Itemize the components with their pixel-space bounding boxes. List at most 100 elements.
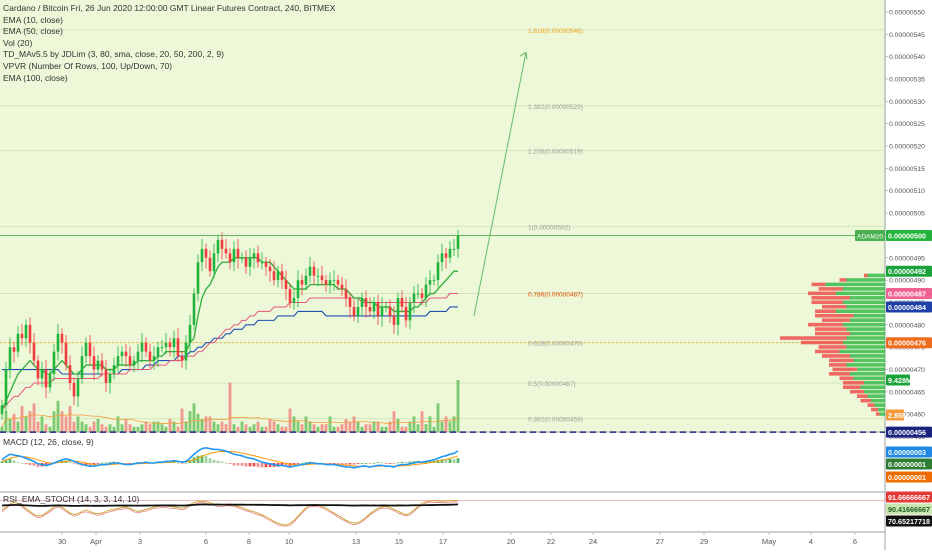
adam20-price-badge-text: 0.00000500: [888, 231, 926, 240]
vpvr-bar-down: [867, 403, 875, 407]
rsi-pane-label[interactable]: RSI_EMA_STOCH (14, 3, 3, 14, 10): [3, 494, 140, 504]
macd-histogram-bar: [92, 463, 96, 465]
legend-study-vpvr[interactable]: VPVR (Number Of Rows, 100, Up/Down, 70): [3, 60, 173, 71]
ema100-price-badge[interactable]: 0.00000484: [886, 301, 932, 313]
ema50-price-badge[interactable]: 0.00000487: [886, 288, 932, 300]
macd-histogram-bar: [344, 463, 348, 465]
candle-body: [356, 306, 360, 316]
macd-line: [1, 446, 459, 469]
volume-bar: [356, 421, 360, 432]
macd-line-badge[interactable]: 0.00000001: [886, 458, 932, 470]
volume-bar: [244, 424, 248, 432]
volume-ma-badge[interactable]: 2.85M: [886, 409, 908, 421]
volume-bar: [192, 403, 196, 432]
vpvr-bar-up: [843, 322, 885, 327]
candle-body: [116, 356, 120, 366]
vpvr-bar-down: [815, 313, 854, 318]
legend-study-td-ma[interactable]: TD_MAv5.5 by JDLim (3, 80, sma, close, 2…: [3, 49, 224, 60]
candle-body: [228, 253, 232, 263]
rsi-upper-badge[interactable]: 91.66666667: [886, 491, 932, 503]
volume-bar: [312, 424, 316, 432]
macd-histogram-bar: [352, 463, 356, 465]
volume-bar: [108, 424, 112, 432]
macd-histogram-bar: [244, 463, 248, 467]
macd-histogram-bar: [296, 463, 300, 464]
volume-bar: [440, 421, 444, 432]
volume-ma-badge-text: 2.85M: [888, 411, 908, 420]
time-axis-label: May: [762, 537, 776, 546]
volume-bar: [456, 380, 460, 432]
vpvr-bar-down: [829, 358, 854, 363]
volume-bar: [28, 411, 32, 432]
macd-histogram-bar: [4, 459, 8, 463]
volume-bar: [452, 416, 456, 432]
candle-body: [444, 253, 448, 258]
macd-histogram-bar: [412, 461, 416, 463]
candle-body: [288, 289, 292, 303]
time-axis-label: 3: [138, 537, 142, 546]
volume-badge[interactable]: 9.428M: [886, 374, 912, 386]
adam20-tag[interactable]: ADAM20: [855, 229, 885, 241]
target-arrow-line[interactable]: [473, 52, 527, 316]
vpvr-bar-up: [850, 296, 885, 300]
volume-bar: [216, 424, 220, 432]
rsi-ema-badge[interactable]: 70.65217718: [886, 515, 932, 527]
candle-body: [328, 280, 332, 285]
price-axis-label: 0.00000495: [889, 255, 925, 262]
candle-body: [212, 253, 216, 272]
fib-level-label: 0.786(0.00000487): [528, 292, 583, 299]
ema10-price-badge[interactable]: 0.00000492: [886, 265, 932, 277]
volume-bar: [72, 421, 76, 432]
fib-level-label: 1.236(0.00000519): [528, 149, 583, 156]
macd-histogram-badge[interactable]: 0.00000001: [886, 471, 932, 483]
volume-bar: [404, 426, 408, 432]
legend-study-volume[interactable]: Vol (20): [3, 37, 33, 48]
legend-symbol-title[interactable]: Cardano / Bitcoin Fri, 26 Jun 2020 12:00…: [3, 3, 336, 13]
legend-study-ema100[interactable]: EMA (100, close): [3, 72, 68, 83]
macd-histogram-bar: [12, 460, 16, 463]
support-price-badge[interactable]: 0.00000456: [886, 426, 932, 438]
legend-study-ema50[interactable]: EMA (50, close): [3, 26, 63, 37]
macd-histogram-bar: [228, 463, 232, 465]
time-axis-label: 8: [247, 537, 251, 546]
macd-histogram-bar: [232, 463, 236, 466]
chart-legend: Cardano / Bitcoin Fri, 26 Jun 2020 12:00…: [3, 3, 335, 84]
macd-histogram-bar: [400, 461, 404, 463]
macd-histogram-bar: [268, 463, 272, 467]
time-axis-label: 17: [439, 537, 447, 546]
volume-bar: [304, 416, 308, 432]
macd-histogram-bar: [240, 463, 244, 466]
candle-body: [304, 275, 308, 285]
adam20-price-badge[interactable]: 0.00000500: [886, 229, 932, 241]
macd-histogram-bar: [444, 459, 448, 463]
candle-body: [140, 342, 144, 352]
volume-bar: [104, 426, 108, 432]
vpvr-bar-up: [825, 282, 885, 287]
candle-body: [268, 266, 272, 272]
macd-pane-label[interactable]: MACD (12, 26, close, 9): [3, 437, 94, 447]
candle-body: [216, 239, 220, 254]
volume-bar: [220, 421, 224, 432]
fib618-price-badge[interactable]: 0.00000476: [886, 337, 932, 349]
volume-bar: [208, 416, 212, 432]
vpvr-bar-up: [853, 358, 885, 363]
candle-body: [48, 374, 52, 388]
candle-body: [280, 271, 284, 281]
vpvr-bar-down: [875, 412, 880, 416]
volume-bar: [24, 416, 28, 432]
legend-study-ema10[interactable]: EMA (10, close): [3, 14, 63, 25]
vpvr-bar-up: [850, 354, 885, 358]
macd-histogram-bar: [208, 458, 212, 463]
vpvr-bar-down: [871, 407, 878, 412]
candle-body: [452, 248, 456, 250]
candle-body: [96, 360, 100, 370]
volume-bar: [344, 419, 348, 432]
time-axis-label: 6: [853, 537, 857, 546]
macd-histogram-bar: [72, 463, 76, 464]
macd-histogram-bar: [108, 462, 112, 463]
volume-bar: [36, 421, 40, 432]
volume-bar: [160, 424, 164, 432]
macd-signal-badge[interactable]: 0.00000003: [886, 446, 932, 458]
rsi-value-badge[interactable]: 90.41666667: [886, 503, 932, 515]
